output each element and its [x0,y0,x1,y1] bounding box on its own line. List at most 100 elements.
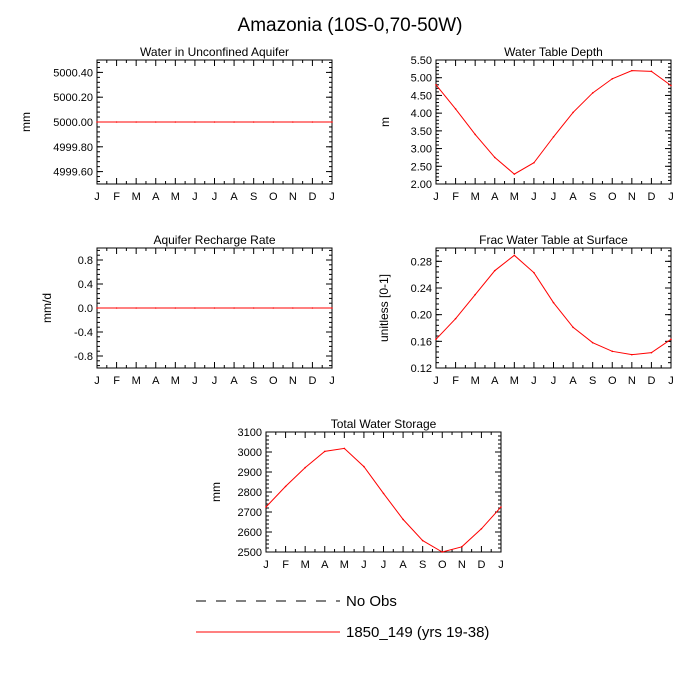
x-tick-label: J [192,191,198,203]
data-point [421,539,424,542]
x-tick-label: A [152,375,160,387]
data-point [272,121,275,123]
x-tick-label: D [647,191,655,203]
data-point [323,450,326,453]
x-tick-label: O [269,191,278,203]
data-point [572,326,574,329]
data-point [304,466,306,469]
data-point [435,338,437,341]
data-point [493,156,496,159]
panel-title: Water in Unconfined Aquifer [140,45,289,59]
data-point [154,121,157,123]
x-tick-label: S [589,191,596,203]
panel-title: Aquifer Recharge Rate [153,233,275,247]
x-tick-label: O [269,375,278,387]
y-tick-label: 5000.40 [53,67,93,79]
x-tick-label: J [551,191,557,203]
data-point [252,121,255,123]
y-tick-label: 2500 [238,547,262,559]
x-tick-label: J [551,375,557,387]
x-tick-label: N [458,559,466,571]
x-tick-label: J [192,375,198,387]
y-tick-label: 5.00 [411,73,432,85]
data-point [670,338,672,341]
plot-frame [265,431,502,553]
x-tick-label: F [113,375,120,387]
legend: No Obs 1850_149 (yrs 19-38) [196,593,489,641]
data-point [572,111,574,114]
y-axis-label: mm/d [40,293,54,323]
x-tick-label: O [438,559,447,571]
x-tick-label: J [498,559,504,571]
data-point [331,121,333,123]
x-tick-label: S [250,375,257,387]
data-point [96,307,98,309]
x-tick-label: M [510,375,519,387]
data-point [194,121,196,123]
y-tick-label: 2700 [238,507,262,519]
y-tick-label: 3000 [238,447,262,459]
x-tick-label: M [132,191,141,203]
x-tick-label: D [477,559,485,571]
x-tick-label: F [113,191,120,203]
data-point [96,121,98,123]
y-tick-label: 0.20 [411,310,432,322]
x-tick-label: M [471,375,480,387]
panel-title: Water Table Depth [504,45,603,59]
x-tick-label: M [301,559,310,571]
data-point [513,173,516,175]
y-tick-label: 0.24 [411,283,432,295]
x-tick-label: J [329,191,335,203]
x-tick-label: S [419,559,426,571]
data-point [474,293,476,296]
x-tick-label: J [531,375,537,387]
x-tick-label: N [289,191,297,203]
y-tick-label: 0.16 [411,336,432,348]
data-point [533,271,535,274]
y-tick-label: 3.00 [411,144,432,156]
data-point [382,492,385,495]
data-point [474,133,476,136]
x-tick-label: F [282,559,289,571]
x-tick-label: J [668,191,674,203]
data-point [552,136,555,138]
y-tick-label: 0.0 [78,303,93,315]
y-tick-label: 0.8 [78,255,93,267]
data-point [454,317,457,320]
data-point [135,307,137,309]
data-point [441,551,444,553]
x-tick-label: N [289,375,297,387]
data-point [500,506,502,508]
x-tick-label: J [668,375,674,387]
x-tick-label: M [510,191,519,203]
x-tick-label: J [531,191,537,203]
y-tick-label: 2900 [238,467,262,479]
legend-label-1850-149: 1850_149 (yrs 19-38) [346,624,489,641]
x-tick-label: D [308,191,316,203]
data-point [650,351,653,354]
y-tick-label: 0.28 [411,256,432,268]
data-point [363,465,365,468]
data-point [311,121,314,123]
y-axis-label: unitless [0-1] [377,274,391,342]
x-tick-label: J [263,559,269,571]
data-point [454,108,457,110]
data-point [233,121,235,123]
x-tick-label: J [381,559,387,571]
data-point [650,70,653,73]
y-tick-label: 4.50 [411,90,432,102]
x-tick-label: S [250,191,257,203]
data-point [135,121,137,123]
x-tick-label: A [399,559,407,571]
data-point [284,485,287,488]
x-tick-label: A [491,375,499,387]
data-point [233,307,235,309]
panel-title: Total Water Storage [331,417,437,431]
x-tick-label: F [452,375,459,387]
x-tick-label: A [491,191,499,203]
x-tick-label: O [608,375,617,387]
series-line-0 [265,447,502,553]
data-point [435,84,437,86]
